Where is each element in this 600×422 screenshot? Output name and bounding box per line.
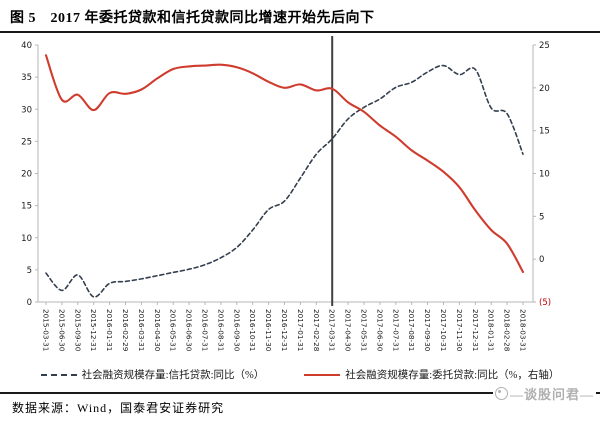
svg-text:2015-09-30: 2015-09-30	[73, 309, 82, 352]
legend-label-trust-loans: 社会融资规模存量:信托贷款:同比（%）	[81, 370, 265, 381]
svg-text:2015-03-31: 2015-03-31	[42, 309, 51, 351]
chart-legend: 社会融资规模存量:信托贷款:同比（%） 社会融资规模存量:委托贷款:同比（%，右…	[0, 367, 600, 382]
svg-text:2016-11-30: 2016-11-30	[264, 309, 273, 352]
svg-text:2017-09-30: 2017-09-30	[423, 309, 432, 352]
svg-text:2017-02-28: 2017-02-28	[312, 309, 321, 352]
series-line-entrusted-loans	[44, 54, 525, 274]
svg-text:5: 5	[539, 212, 544, 222]
svg-text:2017-10-31: 2017-10-31	[439, 309, 448, 351]
svg-text:2015-06-30: 2015-06-30	[57, 309, 66, 352]
svg-text:10: 10	[21, 234, 32, 244]
footer-separator-rule	[0, 392, 600, 394]
legend-item-entrusted-loans: 社会融资规模存量:委托贷款:同比（%，右轴）	[304, 367, 559, 382]
svg-text:20: 20	[539, 84, 550, 94]
legend-item-trust-loans: 社会融资规模存量:信托贷款:同比（%）	[40, 367, 265, 382]
svg-text:2017-11-30: 2017-11-30	[455, 309, 464, 352]
svg-text:2015-12-31: 2015-12-31	[89, 309, 98, 351]
figure-title: 图 5 2017 年委托贷款和信托贷款同比增速开始先后向下	[10, 11, 375, 26]
svg-text:10: 10	[539, 170, 550, 180]
axis-spines	[37, 45, 534, 303]
svg-text:40: 40	[21, 41, 32, 51]
svg-text:15: 15	[21, 202, 32, 212]
svg-text:2016-06-30: 2016-06-30	[185, 309, 194, 352]
dashed-line-swatch	[40, 373, 77, 376]
svg-text:2017-12-31: 2017-12-31	[471, 309, 480, 351]
svg-text:2017-01-31: 2017-01-31	[296, 309, 305, 351]
svg-text:2016-12-31: 2016-12-31	[280, 309, 289, 351]
svg-text:2017-06-30: 2017-06-30	[375, 309, 384, 352]
solid-line-swatch	[304, 373, 341, 376]
svg-text:2016-09-30: 2016-09-30	[232, 309, 241, 352]
svg-text:0: 0	[27, 298, 32, 308]
x-axis: 2015-03-31 2015-06-30 2015-09-30 2015-12-31…	[42, 302, 528, 352]
svg-text:2017-05-31: 2017-05-31	[360, 309, 369, 351]
data-source-note: 数据来源：Wind，国泰君安证券研究	[12, 401, 225, 415]
legend-label-entrusted-loans: 社会融资规模存量:委托贷款:同比（%，右轴）	[345, 370, 560, 381]
svg-text:2016-01-31: 2016-01-31	[105, 309, 114, 351]
chart-area: 0 5 10 15 20 25 30 35 40 (5) 0 5 10 15 20 25 2015-03-31 2…	[0, 34, 600, 366]
watermark: —谈股问君—	[492, 384, 596, 402]
svg-text:25: 25	[21, 137, 32, 147]
title-separator-rule	[0, 31, 600, 33]
svg-text:2016-02-29: 2016-02-29	[121, 309, 130, 352]
right-axis: (5) 0 5 10 15 20 25	[533, 41, 551, 308]
svg-text:(5): (5)	[539, 298, 551, 308]
svg-text:2017-07-31: 2017-07-31	[391, 309, 400, 351]
svg-text:2018-01-31: 2018-01-31	[487, 309, 496, 351]
svg-text:30: 30	[21, 105, 32, 115]
svg-text:2016-07-31: 2016-07-31	[201, 309, 210, 351]
watermark-logo-icon	[494, 386, 508, 400]
series-line-trust-loans	[45, 64, 524, 298]
svg-text:2016-03-31: 2016-03-31	[137, 309, 146, 351]
svg-text:25: 25	[539, 41, 550, 51]
svg-text:2017-08-31: 2017-08-31	[407, 309, 416, 351]
svg-text:2016-05-31: 2016-05-31	[169, 309, 178, 351]
left-axis: 0 5 10 15 20 25 30 35 40	[21, 41, 38, 308]
svg-text:2016-10-31: 2016-10-31	[248, 309, 257, 351]
svg-text:0: 0	[539, 255, 544, 265]
svg-text:2017-03-31: 2017-03-31	[328, 309, 337, 351]
svg-text:2018-03-31: 2018-03-31	[519, 309, 528, 351]
svg-text:5: 5	[27, 266, 32, 276]
svg-text:2017-04-30: 2017-04-30	[344, 309, 353, 352]
svg-text:2016-04-30: 2016-04-30	[153, 309, 162, 352]
svg-text:35: 35	[21, 73, 32, 83]
svg-text:2016-08-31: 2016-08-31	[216, 309, 225, 351]
svg-text:15: 15	[539, 127, 550, 137]
svg-text:2018-02-28: 2018-02-28	[503, 309, 512, 352]
svg-text:20: 20	[21, 170, 32, 180]
watermark-text: —谈股问君—	[509, 386, 594, 402]
